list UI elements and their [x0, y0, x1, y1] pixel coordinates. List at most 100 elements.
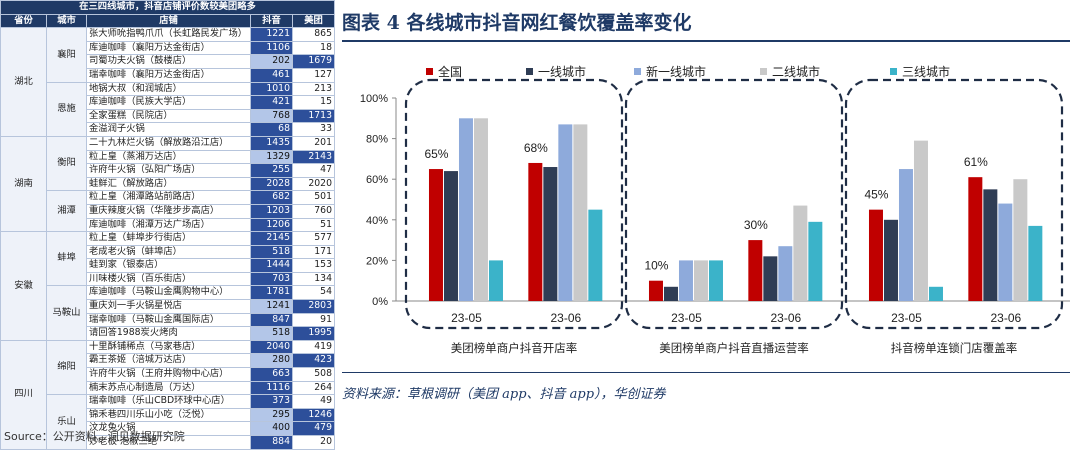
table-caption: 在三四线城市，抖音店铺评价数较美团略多 [0, 0, 336, 15]
store-name-cell: 张大师吮指鸭爪爪（长虹路民发广场） [86, 27, 251, 42]
bar [588, 209, 603, 301]
meituan-count-cell: 127 [291, 67, 336, 83]
table-row: 锦禾巷四川乐山小吃（泛悦） 295 1246 [1, 407, 336, 423]
store-name-cell: 楠末苏点心制造局（万达） [86, 380, 251, 396]
city-cell: 恩施 [46, 81, 87, 137]
group-frame [844, 78, 1064, 330]
store-name-cell: 库迪咖啡（湘潭万达广场店） [86, 217, 251, 233]
douyin-count-cell: 1435 [250, 135, 293, 151]
meituan-count-cell: 1713 [291, 108, 336, 124]
bar [428, 169, 443, 301]
bar-data-label: 10% [644, 259, 668, 273]
bar [488, 260, 503, 301]
table-row: 霸王茶姬（涪城万达店） 280 423 [1, 353, 336, 369]
bar [663, 286, 678, 301]
y-tick-label: 80% [366, 134, 388, 146]
table-row: 库迪咖啡（民族大学店） 421 15 [1, 95, 336, 110]
city-cell: 衡阳 [46, 135, 87, 192]
douyin-count-cell: 1241 [250, 299, 293, 314]
table-row: 许府牛火锅（王府井购物中心店） 663 508 [1, 367, 336, 382]
store-name-cell: 老成老火锅（蚌埠店） [86, 244, 251, 260]
x-tick-label: 23-05 [451, 311, 482, 325]
store-name-cell: 全家蛋糕（民院店） [86, 108, 251, 124]
store-name-cell: 川味楼火锅（百乐街店） [86, 271, 251, 287]
store-name-cell: 地锅大叔（和润城店） [86, 81, 251, 97]
douyin-count-cell: 1106 [250, 40, 293, 56]
store-review-table-panel: 在三四线城市，抖音店铺评价数较美团略多 省份 城市 店铺 抖音 美团 湖北 襄阳张… [0, 0, 336, 450]
meituan-count-cell: 15 [291, 95, 336, 110]
douyin-count-cell: 2040 [250, 339, 293, 355]
meituan-count-cell: 47 [291, 163, 336, 178]
meituan-count-cell: 54 [291, 285, 336, 301]
legend-label: 新一线城市 [646, 64, 706, 79]
meituan-count-cell: 865 [291, 27, 336, 42]
bar [1013, 179, 1028, 301]
meituan-count-cell: 20 [291, 435, 336, 450]
store-name-cell: 库迪咖啡（民族大学店） [86, 95, 251, 110]
store-name-cell: 蛙鲜汇（解放路店） [86, 176, 251, 192]
store-name-cell: 重庆刘一手火锅星悦店 [86, 299, 251, 314]
douyin-count-cell: 461 [250, 67, 293, 83]
table-row: 粒上皇（蒸湘万达店） 1329 2143 [1, 149, 336, 165]
store-name-cell: 许府牛火锅（王府井购物中心店） [86, 367, 251, 382]
province-cell: 湖南 [0, 135, 47, 233]
x-tick-label: 23-06 [550, 311, 581, 325]
meituan-count-cell: 1679 [291, 54, 336, 69]
bar [998, 203, 1013, 301]
header-city: 城市 [46, 13, 87, 29]
table-row: 恩施 地锅大叔（和润城店） 1010 213 [1, 81, 336, 137]
legend-swatch [890, 68, 897, 75]
douyin-count-cell: 68 [250, 122, 293, 137]
store-name-cell: 粒上皇（蚌埠步行街店） [86, 231, 251, 246]
chart-title: 图表 4 各线城市抖音网红餐饮覆盖率变化 [342, 12, 692, 34]
group-label: 抖音榜单连锁门店覆盖率 [891, 341, 1018, 355]
bar [473, 118, 488, 301]
meituan-count-cell: 479 [291, 421, 336, 436]
douyin-count-cell: 518 [250, 244, 293, 260]
bar [898, 169, 913, 301]
douyin-count-cell: 2028 [250, 176, 293, 192]
y-tick-label: 60% [366, 174, 388, 186]
header-store: 店铺 [86, 13, 251, 29]
douyin-count-cell: 884 [250, 435, 293, 450]
meituan-count-cell: 51 [291, 217, 336, 233]
store-name-cell: 锦禾巷四川乐山小吃（泛悦） [86, 407, 251, 423]
store-name-cell: 重庆辣度火锅（华隆步步高店） [86, 203, 251, 219]
legend-swatch [634, 68, 641, 75]
table-row: 请回答1988炭火烤肉 518 1995 [1, 326, 336, 341]
douyin-count-cell: 2145 [250, 231, 293, 246]
legend-swatch [426, 68, 433, 75]
bar [763, 256, 778, 301]
store-name-cell: 库迪咖啡（襄阳万达金街店） [86, 40, 251, 56]
douyin-count-cell: 400 [250, 421, 293, 436]
meituan-count-cell: 2020 [291, 176, 336, 192]
bar [693, 260, 708, 301]
bar-data-label: 61% [964, 155, 988, 169]
meituan-count-cell: 577 [291, 231, 336, 246]
douyin-count-cell: 518 [250, 326, 293, 341]
legend-label: 三线城市 [902, 64, 950, 79]
bar [458, 118, 473, 301]
bar [748, 240, 763, 301]
meituan-count-cell: 213 [291, 81, 336, 97]
douyin-count-cell: 1010 [250, 81, 293, 97]
table-row: 汶龙兔火锅 400 479 [1, 421, 336, 436]
bar [573, 124, 588, 301]
bar [808, 221, 823, 301]
bar [443, 171, 458, 301]
y-tick-label: 20% [366, 255, 388, 267]
group-frame [404, 78, 624, 330]
table-row: 湘潭 粒上皇（湘潭路站前路店） 682 501 [1, 190, 336, 233]
province-cell: 四川 [0, 339, 47, 450]
douyin-count-cell: 421 [250, 95, 293, 110]
y-tick-label: 0% [372, 296, 388, 308]
meituan-count-cell: 264 [291, 380, 336, 396]
meituan-count-cell: 423 [291, 353, 336, 369]
table-row: 四川 绵阳 十里酥铺稀点（马家巷店） 2040 419 [0, 339, 336, 450]
chart-source-note: 资料来源：草根调研（美团 app、抖音 app），华创证券 [342, 387, 666, 402]
city-cell: 蚌埠 [46, 231, 87, 287]
bar [883, 219, 898, 301]
douyin-count-cell: 295 [250, 407, 293, 423]
legend-swatch [526, 68, 533, 75]
meituan-count-cell: 33 [291, 122, 336, 137]
